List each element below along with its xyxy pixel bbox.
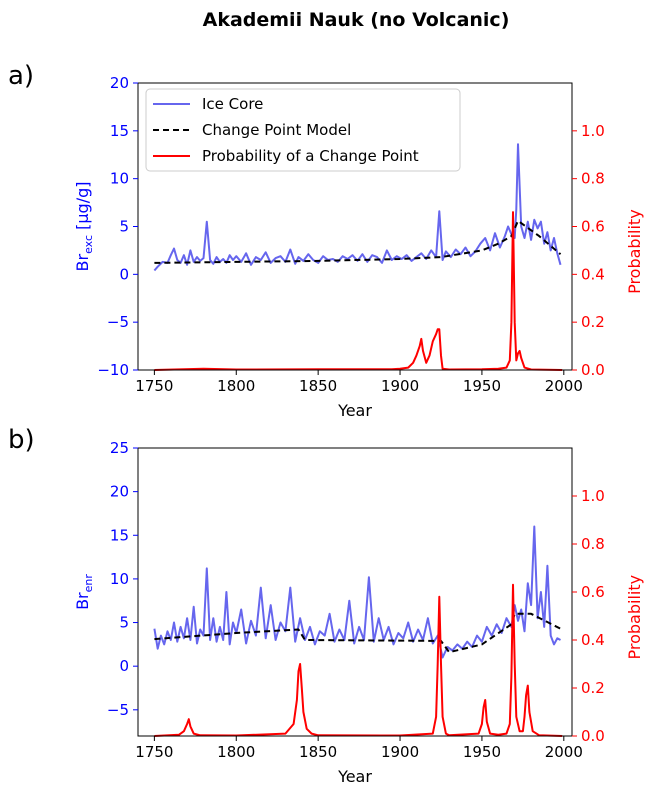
y-tick-label: 15 [110, 526, 129, 544]
panel-a-y-axis-label-sub: exc [82, 235, 95, 254]
panel-a-y2-axis-label: Probability [625, 209, 644, 294]
y2-tick-label: 0.4 [581, 631, 605, 649]
panel-a-series [153, 143, 563, 371]
change-point-model-line [154, 612, 561, 654]
legend: Ice Core Change Point Model Probability … [145, 88, 461, 172]
panel-a-y-axis-label: Brexc [µg/g] [73, 182, 95, 272]
y2-tick-label: 0.8 [581, 535, 605, 553]
panel-b-series [153, 525, 563, 737]
x-tick-label: 1800 [217, 377, 255, 395]
y2-tick-label: 0.2 [581, 313, 605, 331]
legend-probability-label: Probability of a Change Point [202, 147, 419, 165]
y-tick-label: 10 [110, 570, 129, 588]
panel-a-y-axis-label-suffix: [µg/g] [73, 182, 92, 235]
x-tick-label: 1950 [463, 377, 501, 395]
panel-b-y-axis-label: Brenr [73, 574, 95, 610]
y-tick-label: −5 [107, 701, 129, 719]
panel-a-y-axis-label-main: Br [73, 254, 92, 272]
x-tick-label: 1900 [381, 377, 419, 395]
probability-line [154, 211, 563, 371]
ice-core-line [153, 525, 561, 659]
x-tick-label: 2000 [545, 377, 583, 395]
panel-a-label: a) [8, 61, 34, 91]
x-tick-label: 1850 [299, 377, 337, 395]
x-tick-label: 1750 [135, 377, 173, 395]
probability-line [154, 583, 563, 737]
y-tick-label: −10 [97, 361, 129, 379]
x-tick-label: 2000 [545, 743, 583, 761]
legend-model-label: Change Point Model [202, 121, 351, 139]
y2-tick-label: 0.0 [581, 361, 605, 379]
y-tick-label: 5 [119, 614, 129, 632]
y-tick-label: 5 [119, 218, 129, 236]
y2-tick-label: 0.4 [581, 265, 605, 283]
panel-a-ticks: 1750 1800 1850 1900 1950 2000 −10 −5 0 5 10 15 20 0.0… [97, 74, 605, 395]
y2-tick-label: 1.0 [581, 487, 605, 505]
panel-b-label: b) [8, 425, 35, 455]
y-tick-label: 10 [110, 170, 129, 188]
change-point-model-line [154, 219, 562, 264]
y2-tick-label: 0.6 [581, 583, 605, 601]
figure-title: Akademii Nauk (no Volcanic) [203, 9, 510, 31]
x-tick-label: 1900 [381, 743, 419, 761]
y-tick-label: 0 [119, 265, 129, 283]
y-tick-label: −5 [107, 313, 129, 331]
y2-tick-label: 0.0 [581, 727, 605, 745]
panel-b-y-axis-label-sub: enr [82, 574, 95, 593]
panel-b-frame [137, 447, 573, 737]
y-tick-label: 20 [110, 483, 129, 501]
x-tick-label: 1950 [463, 743, 501, 761]
panel-b-y-axis-label-main: Br [73, 592, 92, 610]
y2-tick-label: 0.8 [581, 170, 605, 188]
panel-a-x-axis-label: Year [337, 401, 372, 420]
y2-tick-label: 1.0 [581, 122, 605, 140]
panel-b-x-axis-label: Year [337, 767, 372, 785]
y-tick-label: 25 [110, 439, 129, 457]
y2-tick-label: 0.2 [581, 679, 605, 697]
legend-box [145, 88, 461, 172]
y-tick-label: 20 [110, 74, 129, 92]
legend-ice-core-label: Ice Core [202, 95, 263, 113]
x-tick-label: 1850 [299, 743, 337, 761]
x-tick-label: 1800 [217, 743, 255, 761]
y-tick-label: 15 [110, 122, 129, 140]
y-tick-label: 0 [119, 657, 129, 675]
panel-b-y2-axis-label: Probability [625, 575, 644, 660]
y2-tick-label: 0.6 [581, 218, 605, 236]
x-tick-label: 1750 [135, 743, 173, 761]
panel-b-ticks: 1750 1800 1850 1900 1950 2000 −5 0 5 10 15 20 25 0.0 0… [107, 439, 605, 761]
